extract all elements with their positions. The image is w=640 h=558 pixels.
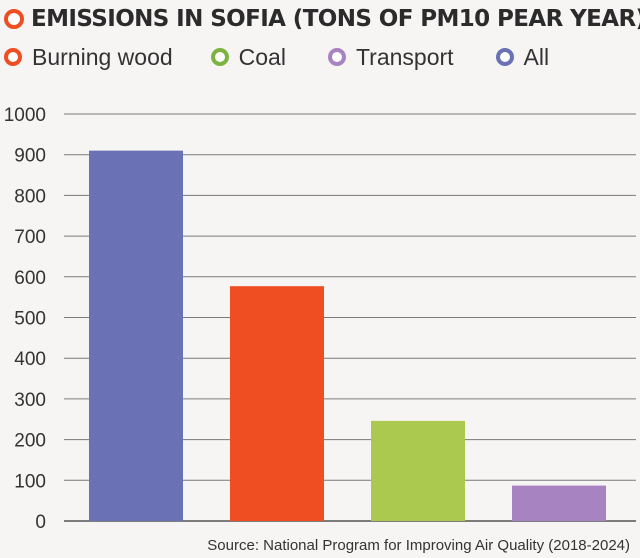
y-tick-label: 300 [14,390,46,411]
chart-legend: Burning wood Coal Transport All [4,42,549,72]
bar-burning-wood [230,286,324,521]
y-tick-label: 800 [14,186,46,207]
legend-label: Burning wood [32,43,173,70]
legend-item-coal: Coal [210,43,286,71]
y-tick-label: 500 [14,309,46,330]
chart-title-row: EMISSIONS IN SOFIA (TONS OF PM10 PEAR YE… [4,2,640,36]
legend-item-all: All [495,43,550,71]
chart-title: EMISSIONS IN SOFIA (TONS OF PM10 PEAR YE… [31,6,640,32]
y-tick-label: 400 [14,349,46,370]
legend-ring-icon [210,48,229,66]
source-note: Source: National Program for Improving A… [207,537,630,554]
y-tick-label: 900 [14,146,46,167]
y-tick-label: 600 [14,268,46,289]
title-ring-icon [4,9,24,29]
y-tick-label: 0 [35,512,46,533]
legend-item-transport: Transport [327,43,454,71]
y-tick-label: 1000 [4,105,46,126]
legend-label: All [523,43,550,70]
y-tick-label: 700 [14,227,46,248]
legend-label: Transport [355,43,454,70]
legend-ring-icon [4,48,22,66]
legend-label: Coal [238,43,286,70]
bar-all [89,150,183,521]
y-tick-label: 100 [14,471,46,492]
bar-coal [371,420,465,521]
legend-ring-icon [327,48,346,66]
legend-ring-icon [495,48,514,66]
bar-transport [512,485,606,521]
y-tick-label: 200 [14,431,46,452]
legend-item-burning-wood: Burning wood [4,44,173,71]
